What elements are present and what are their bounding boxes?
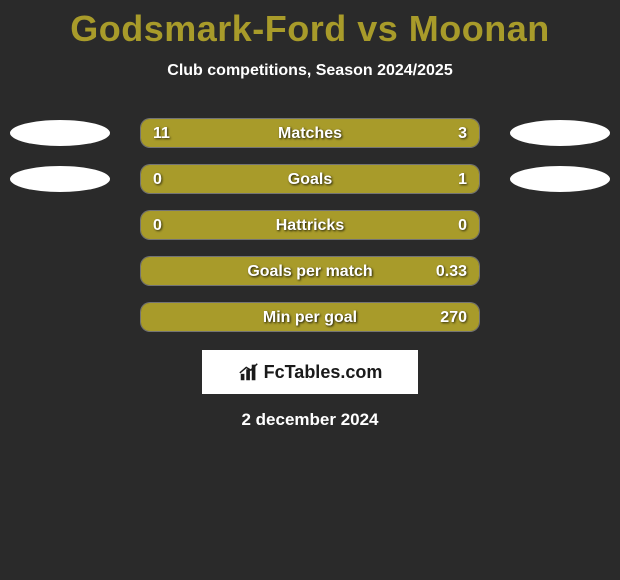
page-title: Godsmark-Ford vs Moonan <box>0 0 620 50</box>
value-right: 3 <box>458 119 467 148</box>
stat-row: 01Goals <box>0 164 620 194</box>
player-left-marker <box>10 166 110 192</box>
fill-right <box>185 303 479 331</box>
date-text: 2 december 2024 <box>0 410 620 430</box>
value-right: 0 <box>458 211 467 240</box>
logo-text: FcTables.com <box>264 362 383 383</box>
player-right-marker <box>510 166 610 192</box>
fill-left <box>141 165 202 193</box>
fill-left <box>141 303 185 331</box>
value-left: 0 <box>153 211 162 240</box>
stat-bar: 00Hattricks <box>140 210 480 240</box>
value-left: 0 <box>153 165 162 194</box>
stat-bar: 01Goals <box>140 164 480 194</box>
stat-bar: 270Min per goal <box>140 302 480 332</box>
value-right: 0.33 <box>436 257 467 286</box>
fill-left <box>141 119 405 147</box>
logo-box: FcTables.com <box>202 350 418 394</box>
fill-left <box>141 257 195 285</box>
value-left: 11 <box>153 119 170 148</box>
stat-row: 270Min per goal <box>0 302 620 332</box>
bar-chart-icon <box>238 361 260 383</box>
comparison-chart: 113Matches01Goals00Hattricks0.33Goals pe… <box>0 118 620 332</box>
player-left-marker <box>10 120 110 146</box>
stat-bar: 0.33Goals per match <box>140 256 480 286</box>
value-right: 270 <box>440 303 467 332</box>
subtitle: Club competitions, Season 2024/2025 <box>0 62 620 80</box>
fill-right <box>405 119 479 147</box>
stat-row: 00Hattricks <box>0 210 620 240</box>
stat-row: 113Matches <box>0 118 620 148</box>
stat-bar: 113Matches <box>140 118 480 148</box>
value-right: 1 <box>458 165 467 194</box>
stat-row: 0.33Goals per match <box>0 256 620 286</box>
fill-left <box>141 211 479 239</box>
player-right-marker <box>510 120 610 146</box>
fill-right <box>202 165 479 193</box>
